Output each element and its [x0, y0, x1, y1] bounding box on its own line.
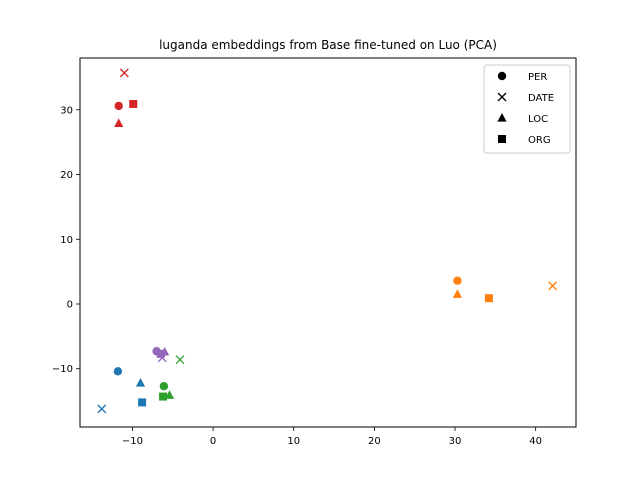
y-tick-label: 30 [60, 105, 73, 116]
x-tick-label: 0 [210, 436, 216, 447]
plot-frame [79, 57, 577, 428]
legend-marker-loc [497, 113, 507, 122]
y-tick-label: 0 [67, 300, 73, 311]
point-date-group-3 [175, 355, 185, 365]
x-tick-label: 40 [529, 436, 542, 447]
x-tick-label: 10 [287, 436, 300, 447]
point-per-group-2 [453, 276, 462, 285]
legend-marker-date [497, 92, 507, 102]
legend: PER DATE LOC ORG [483, 64, 571, 154]
point-loc-group-3 [164, 390, 175, 399]
point-date-group-2 [548, 281, 558, 291]
legend-marker-per [497, 71, 507, 81]
point-org-group-2 [484, 294, 493, 303]
point-date-group-4 [119, 68, 129, 78]
point-org-group-3 [159, 392, 168, 401]
plot-marks [97, 68, 558, 414]
x-tick-label: 30 [449, 436, 462, 447]
legend-label-date: DATE [528, 93, 554, 104]
point-per-group-1 [113, 367, 123, 376]
y-tick-label: −10 [52, 364, 73, 375]
point-per-group-4 [114, 101, 123, 111]
legend-marker-org [498, 135, 506, 143]
legend-box [483, 64, 571, 154]
point-loc-group-4 [114, 118, 124, 127]
legend-label-org: ORG [528, 135, 551, 146]
point-per-group-3 [159, 382, 169, 391]
y-tick-label: 20 [60, 170, 73, 181]
y-tick-label: 10 [60, 235, 73, 246]
point-date-group-1 [97, 404, 107, 414]
x-tick-label: 20 [368, 436, 381, 447]
y-axis: −10 0 10 20 30 [52, 105, 80, 375]
point-loc-group-2 [452, 289, 463, 298]
legend-label-loc: LOC [528, 114, 548, 125]
point-loc-group-1 [135, 377, 146, 387]
x-axis: −10 0 10 20 30 40 [122, 427, 542, 447]
point-org-group-5 [156, 349, 165, 358]
x-tick-label: −10 [122, 436, 143, 447]
point-org-group-4 [129, 99, 138, 108]
chart-title: luganda embeddings from Base fine-tuned … [159, 38, 497, 52]
legend-label-per: PER [528, 72, 547, 83]
point-org-group-1 [138, 398, 147, 407]
